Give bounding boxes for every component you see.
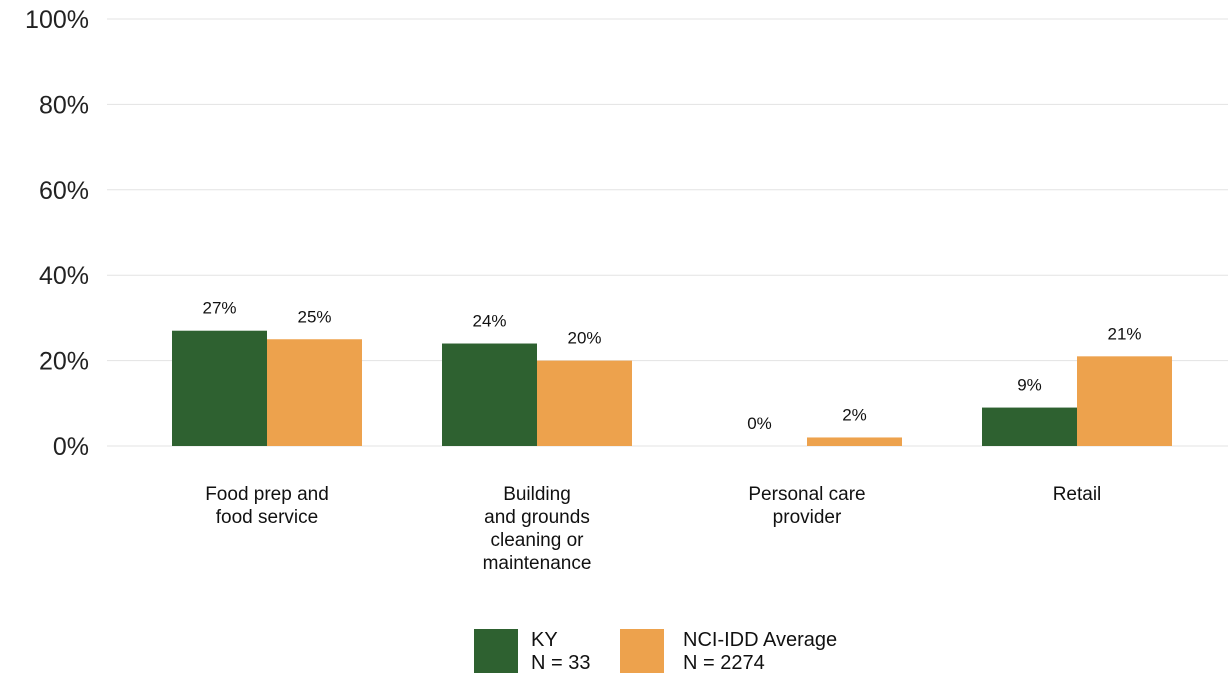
x-category-label-line: and grounds: [484, 507, 590, 528]
data-label: 20%: [567, 329, 601, 348]
bar: [172, 330, 267, 446]
x-category-label-line: maintenance: [483, 553, 592, 574]
bar: [1077, 356, 1172, 446]
legend-sublabel: N = 33: [531, 652, 590, 674]
x-category-label: Personal care provider: [748, 484, 865, 528]
legend-swatch: [474, 629, 518, 673]
data-label: 2%: [842, 405, 867, 424]
x-axis-categories: Food prep and food service Building and gro…: [205, 484, 1101, 574]
bars: [172, 330, 1172, 446]
data-labels: 27% 25% 24% 20% 0% 2% 9% 21%: [202, 299, 1141, 433]
y-tick-label: 60%: [39, 177, 89, 205]
y-tick-label: 20%: [39, 348, 89, 376]
legend-label: NCI-IDD Average: [683, 629, 837, 651]
bar: [537, 360, 632, 446]
data-label: 21%: [1107, 324, 1141, 343]
y-tick-label: 100%: [25, 6, 89, 34]
y-tick-label: 40%: [39, 262, 89, 290]
y-tick-label: 0%: [53, 433, 89, 461]
x-category-label: Building and grounds cleaning or maintenanc…: [483, 484, 592, 574]
legend-swatch: [620, 629, 664, 673]
x-category-label-line: Retail: [1053, 484, 1102, 505]
bar: [807, 437, 902, 446]
data-label: 0%: [747, 414, 772, 433]
x-category-label-line: provider: [773, 507, 842, 528]
bar: [442, 343, 537, 446]
x-category-label-line: Personal care: [748, 484, 865, 505]
x-category-label: Food prep and food service: [205, 484, 329, 528]
data-label: 27%: [202, 299, 236, 318]
bar: [267, 339, 362, 446]
x-category-label-line: Food prep and: [205, 484, 329, 505]
y-axis-ticks: 0% 20% 40% 60% 80% 100%: [25, 6, 89, 461]
x-category-label: Retail: [1053, 484, 1102, 505]
data-label: 9%: [1017, 376, 1042, 395]
y-tick-label: 80%: [39, 91, 89, 119]
x-category-label-line: cleaning or: [491, 530, 585, 551]
x-category-label-line: Building: [503, 484, 571, 505]
legend-sublabel: N = 2274: [683, 652, 765, 674]
bar: [982, 407, 1077, 446]
x-category-label-line: food service: [216, 507, 318, 528]
data-label: 25%: [297, 307, 331, 326]
data-label: 24%: [472, 312, 506, 331]
legend-label: KY: [531, 629, 558, 651]
